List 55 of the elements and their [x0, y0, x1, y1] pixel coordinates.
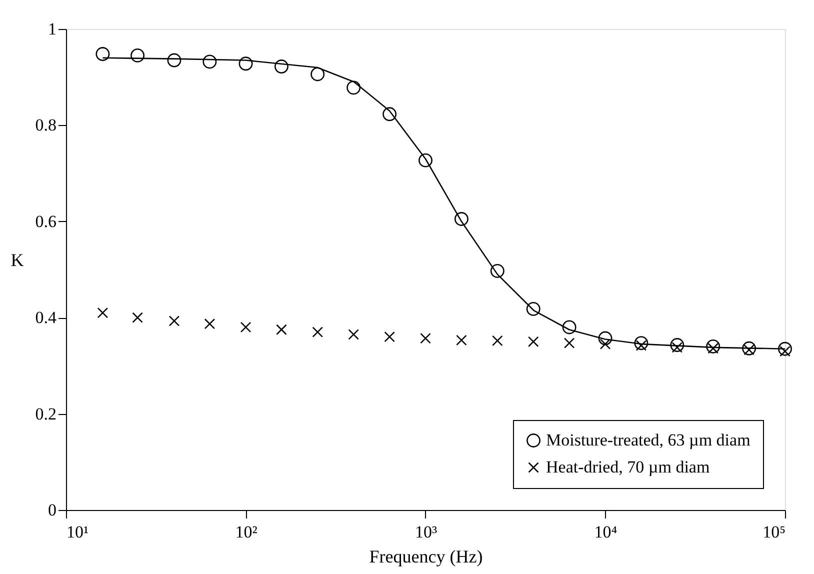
- point: [672, 342, 683, 353]
- point: [598, 331, 612, 346]
- point: [274, 60, 288, 74]
- point: [346, 80, 361, 95]
- point: [492, 335, 503, 346]
- point: [202, 54, 217, 69]
- point: [204, 318, 216, 330]
- point: [130, 48, 145, 62]
- legend-label: Heat-dried, 70 µm diam: [546, 458, 710, 476]
- point: [238, 56, 253, 71]
- point: [526, 302, 540, 316]
- y-tick-label: 0.2: [35, 404, 56, 424]
- point: [456, 334, 467, 346]
- x-tick-label: 10¹: [66, 522, 89, 542]
- point: [742, 341, 756, 356]
- point: [167, 53, 182, 68]
- point: [744, 344, 754, 356]
- y-tick-label: 1: [48, 20, 56, 38]
- point: [706, 339, 720, 354]
- point: [418, 153, 432, 168]
- x-tick-label: 10⁵: [762, 522, 786, 542]
- point: [276, 324, 287, 336]
- y-tick-label: 0.4: [35, 308, 57, 328]
- x-tick-label: 10³: [414, 522, 438, 542]
- point: [778, 342, 792, 356]
- point: [454, 212, 468, 226]
- point: [634, 336, 648, 350]
- y-tick-label: 0.8: [35, 116, 56, 135]
- legend-label: Moisture-treated, 63 µm diam: [546, 430, 750, 450]
- point: [420, 332, 431, 344]
- point: [708, 342, 718, 354]
- point: [97, 307, 108, 318]
- y-axis-title: K: [10, 250, 24, 270]
- point: [562, 320, 576, 334]
- y-tick-label: 0.6: [35, 212, 56, 231]
- point: [564, 338, 575, 348]
- point: [490, 264, 504, 278]
- x-axis-title: Frequency (Hz): [369, 546, 483, 566]
- point: [312, 326, 323, 338]
- x-tick-label: 10²: [235, 522, 258, 542]
- point: [600, 338, 611, 350]
- point: [240, 322, 252, 333]
- x-tick-label: 10⁴: [594, 522, 618, 542]
- point: [168, 316, 180, 326]
- point: [132, 312, 143, 323]
- y-tick-label: 0: [48, 500, 56, 520]
- point: [384, 331, 395, 342]
- point: [96, 47, 110, 61]
- point: [528, 336, 539, 348]
- point: [670, 338, 684, 352]
- point: [636, 340, 647, 351]
- point: [348, 329, 359, 340]
- point: [780, 346, 790, 357]
- point: [310, 67, 325, 82]
- point: [382, 107, 397, 122]
